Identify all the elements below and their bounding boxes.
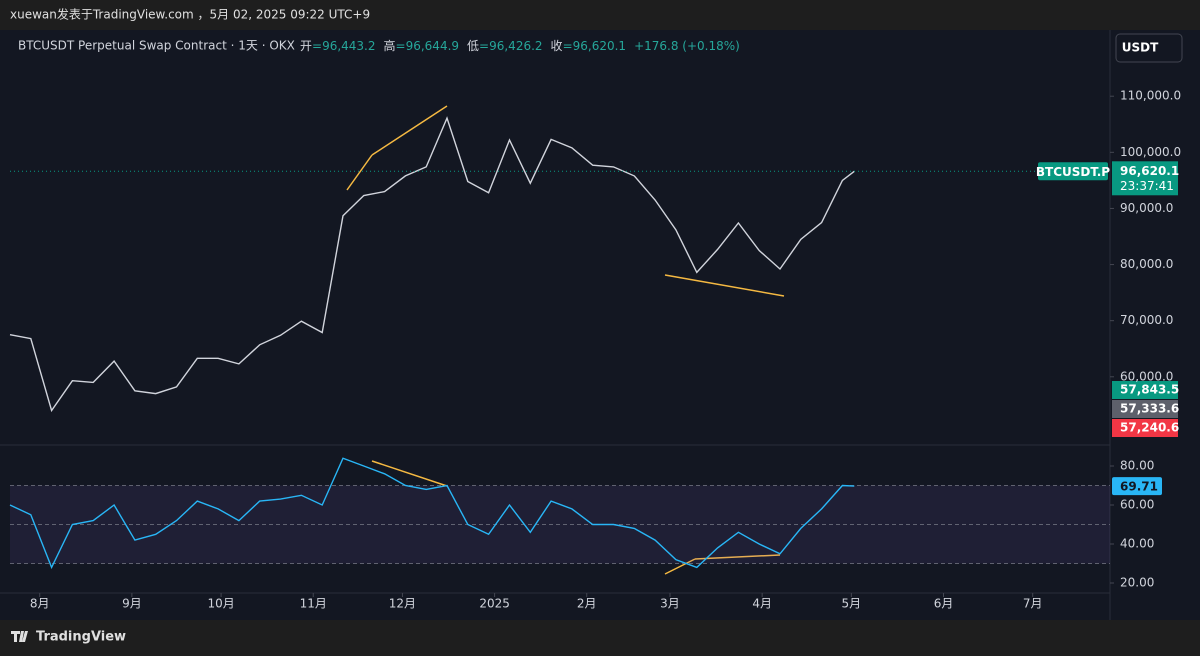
y-tick-label: 80,000.0 xyxy=(1120,257,1173,271)
x-tick-label: 7月 xyxy=(1023,597,1043,611)
last-value-tag xyxy=(1112,477,1162,496)
x-tick-label: 6月 xyxy=(934,597,954,611)
trend-line xyxy=(371,105,448,156)
drawings xyxy=(346,105,785,575)
x-tick-label: 9月 xyxy=(122,597,142,611)
legend-symbol: BTCUSDT Perpetual Swap Contract · 1天 · O… xyxy=(18,39,295,53)
logo-icon xyxy=(11,631,28,642)
x-tick-label: 5月 xyxy=(842,597,862,611)
y-tick-label: 100,000.0 xyxy=(1120,145,1181,159)
y-tick-label: 60,000.0 xyxy=(1120,369,1173,383)
y-tick-label: 40.00 xyxy=(1120,537,1154,551)
indicator-tag xyxy=(1112,381,1178,399)
rsi-line xyxy=(9,457,855,570)
currency-button[interactable] xyxy=(1115,33,1183,63)
x-tick-label: 4月 xyxy=(752,597,772,611)
indicator-tag xyxy=(1112,400,1178,418)
ohlc-value: =96,644.9 xyxy=(396,39,460,53)
trend-line xyxy=(346,154,373,191)
indicator-tag-label: 57,843.5 xyxy=(1120,383,1179,397)
x-tick-label: 2025 xyxy=(479,597,510,611)
legend: BTCUSDT Perpetual Swap Contract · 1天 · O… xyxy=(18,38,740,53)
footer-bar xyxy=(0,620,1200,656)
footer-logo: TradingView xyxy=(11,630,126,645)
ohlc-value: =96,443.2 xyxy=(312,39,376,53)
legend-ohlc: 开=96,443.2 高=96,644.9 低=96,426.2 收=96,620.1… xyxy=(300,38,740,53)
trend-line xyxy=(664,274,785,297)
footer-brand: TradingView xyxy=(36,630,126,645)
price-change: +176.8 (+0.18%) xyxy=(634,39,740,53)
header-bar xyxy=(0,0,1200,30)
y-tick-label: 70,000.0 xyxy=(1120,313,1173,327)
trend-line xyxy=(371,460,448,487)
last-price-label: 96,620.1 xyxy=(1120,164,1179,178)
ohlc-label: 低 xyxy=(467,39,479,53)
y-tick-label: 80.00 xyxy=(1120,459,1154,473)
countdown-label: 23:37:41 xyxy=(1120,179,1174,193)
symbol-tag xyxy=(1038,162,1108,181)
ohlc-label: 高 xyxy=(384,38,396,53)
indicator-tag-label: 57,333.6 xyxy=(1120,402,1179,416)
x-tick-label: 11月 xyxy=(300,597,327,611)
price-line xyxy=(9,116,855,413)
currency-button-label[interactable]: USDT xyxy=(1122,41,1159,55)
symbol-tag-label: BTCUSDT.P xyxy=(1036,165,1110,179)
ohlc-label: 开 xyxy=(300,39,312,53)
y-tick-label: 20.00 xyxy=(1120,576,1154,590)
last-price-tag xyxy=(1112,161,1178,196)
trend-line xyxy=(664,558,696,575)
indicator-tag-label: 57,240.6 xyxy=(1120,421,1179,435)
x-tick-label: 8月 xyxy=(30,597,50,611)
ohlc-label: 收 xyxy=(551,39,563,53)
x-tick-label: 10月 xyxy=(207,597,234,611)
y-tick-label: 90,000.0 xyxy=(1120,201,1173,215)
indicator-tag xyxy=(1112,419,1178,437)
ohlc-value: =96,426.2 xyxy=(479,39,543,53)
ohlc-value: =96,620.1 xyxy=(563,39,627,53)
last-value-label: 69.71 xyxy=(1120,480,1158,494)
x-tick-label: 12月 xyxy=(389,597,416,611)
header-title: xuewan发表于TradingView.com ，5月 02, 2025 09… xyxy=(10,7,370,22)
y-tick-label: 110,000.0 xyxy=(1120,89,1181,103)
y-tick-label: 60.00 xyxy=(1120,498,1154,512)
x-tick-label: 3月 xyxy=(660,597,680,611)
x-tick-label: 2月 xyxy=(577,597,597,611)
trend-line xyxy=(694,554,781,560)
